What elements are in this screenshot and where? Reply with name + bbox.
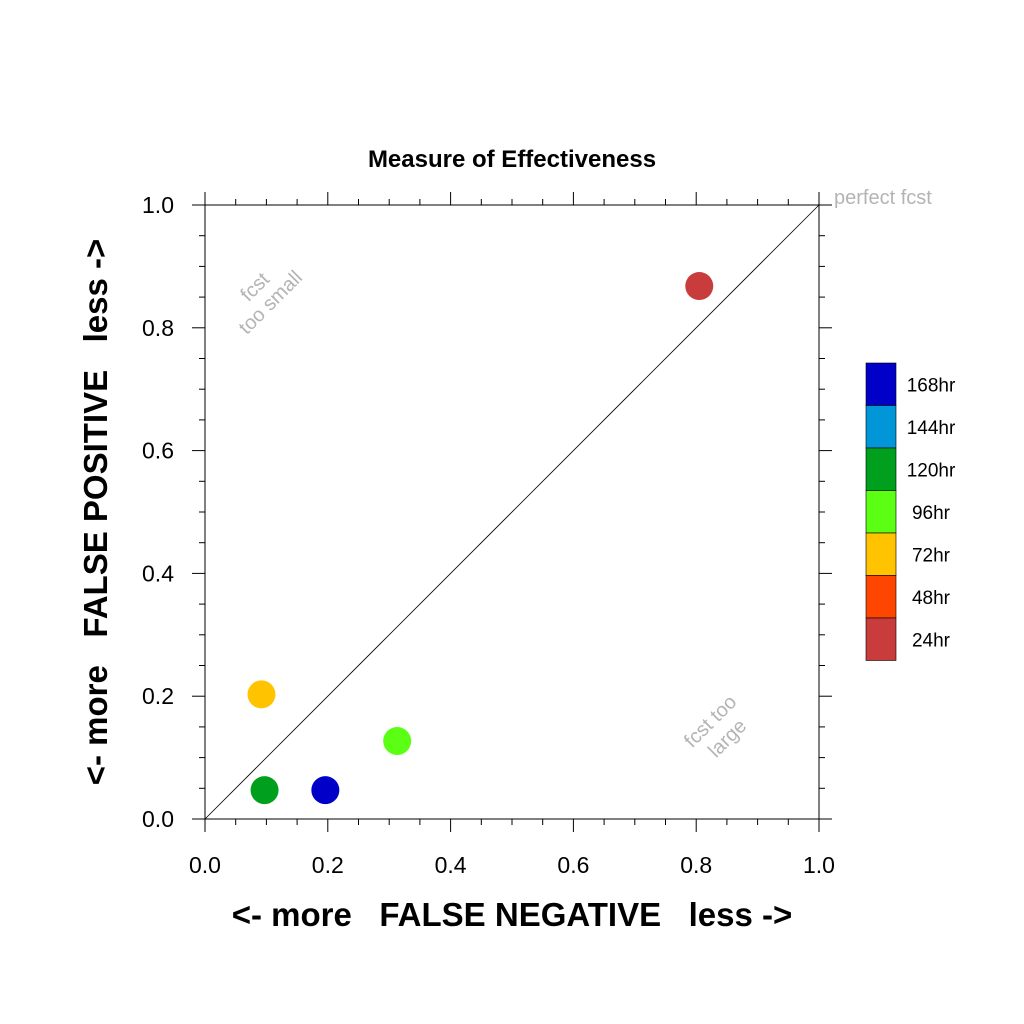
legend-swatch-96hr	[865, 490, 897, 534]
legend-label-96hr: 96hr	[912, 503, 951, 524]
legend-label-24hr: 24hr	[912, 630, 951, 651]
y-axis-title: <- more FALSE POSITIVE less ->	[77, 239, 114, 786]
legend-label-168hr: 168hr	[907, 375, 956, 396]
x-tick-label: 0.4	[435, 852, 467, 878]
x-tick-label: 1.0	[803, 852, 835, 878]
data-points	[247, 272, 714, 805]
y-tick-label: 0.6	[142, 438, 174, 464]
y-tick-label: 0.0	[142, 806, 174, 832]
x-tick-label: 0.0	[189, 852, 221, 878]
legend-swatch-144hr	[865, 405, 897, 449]
y-tick-label: 0.8	[142, 315, 174, 341]
x-tick-label: 0.2	[312, 852, 344, 878]
legend-swatch-120hr	[865, 447, 897, 491]
y-tick-label: 1.0	[142, 192, 174, 218]
legend: 168hr 144hr 120hr 96hr 72hr 48hr 24hr	[865, 362, 956, 661]
annotation-perfect-fcst: perfect fcst	[834, 187, 932, 209]
chart-title: Measure of Effectiveness	[368, 146, 656, 173]
legend-label-72hr: 72hr	[912, 545, 951, 566]
legend-label-120hr: 120hr	[907, 460, 956, 481]
point-96hr	[383, 727, 412, 756]
y-tick-label: 0.4	[142, 560, 174, 586]
x-tick-label: 0.6	[557, 852, 589, 878]
y-tick-label: 0.2	[142, 683, 174, 709]
point-24hr	[685, 272, 714, 301]
legend-swatch-72hr	[865, 532, 897, 576]
legend-swatch-48hr	[865, 575, 897, 619]
perfect-forecast-diagonal	[204, 204, 820, 820]
legend-label-144hr: 144hr	[907, 418, 956, 439]
plot-frame	[204, 204, 820, 820]
x-tick-label: 0.8	[680, 852, 712, 878]
legend-swatch-24hr	[865, 617, 897, 661]
point-168hr	[311, 776, 340, 805]
point-72hr	[247, 680, 276, 709]
legend-swatch-168hr	[865, 362, 897, 406]
point-120hr	[250, 776, 279, 805]
legend-label-48hr: 48hr	[912, 588, 951, 609]
x-axis-title: <- more FALSE NEGATIVE less ->	[232, 896, 793, 933]
axis-ticks: 0.0 0.2 0.4 0.6 0.8 1.0 0.0 0.2 0.4 0.6 0.8 1.0	[142, 192, 835, 878]
